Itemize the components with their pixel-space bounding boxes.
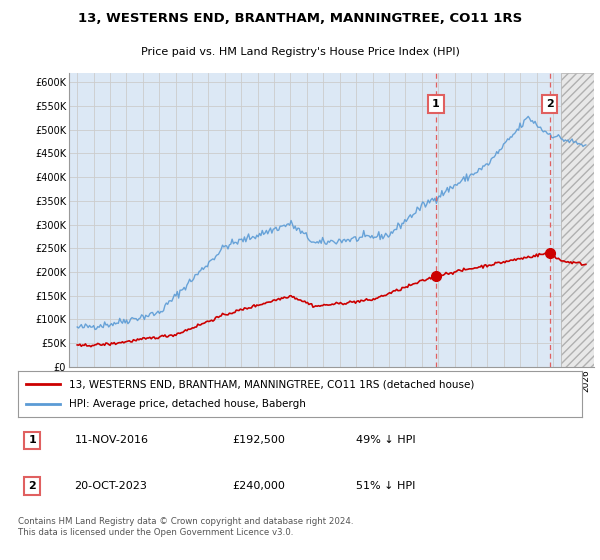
Text: 20-OCT-2023: 20-OCT-2023	[74, 482, 147, 491]
Bar	[561, 73, 594, 367]
Bar	[561, 73, 594, 367]
Text: 1: 1	[432, 99, 440, 109]
Text: Price paid vs. HM Land Registry's House Price Index (HPI): Price paid vs. HM Land Registry's House …	[140, 48, 460, 58]
Text: 1: 1	[28, 436, 36, 445]
Text: £240,000: £240,000	[232, 482, 285, 491]
Text: 51% ↓ HPI: 51% ↓ HPI	[356, 482, 416, 491]
Text: 13, WESTERNS END, BRANTHAM, MANNINGTREE, CO11 1RS: 13, WESTERNS END, BRANTHAM, MANNINGTREE,…	[78, 12, 522, 25]
Text: Contains HM Land Registry data © Crown copyright and database right 2024.
This d: Contains HM Land Registry data © Crown c…	[18, 517, 353, 536]
Text: 2: 2	[28, 482, 36, 491]
Text: HPI: Average price, detached house, Babergh: HPI: Average price, detached house, Babe…	[69, 399, 305, 409]
Text: 2: 2	[546, 99, 554, 109]
Text: £192,500: £192,500	[232, 436, 285, 445]
Text: 49% ↓ HPI: 49% ↓ HPI	[356, 436, 416, 445]
Text: 11-NOV-2016: 11-NOV-2016	[74, 436, 148, 445]
Text: 13, WESTERNS END, BRANTHAM, MANNINGTREE, CO11 1RS (detached house): 13, WESTERNS END, BRANTHAM, MANNINGTREE,…	[69, 379, 474, 389]
